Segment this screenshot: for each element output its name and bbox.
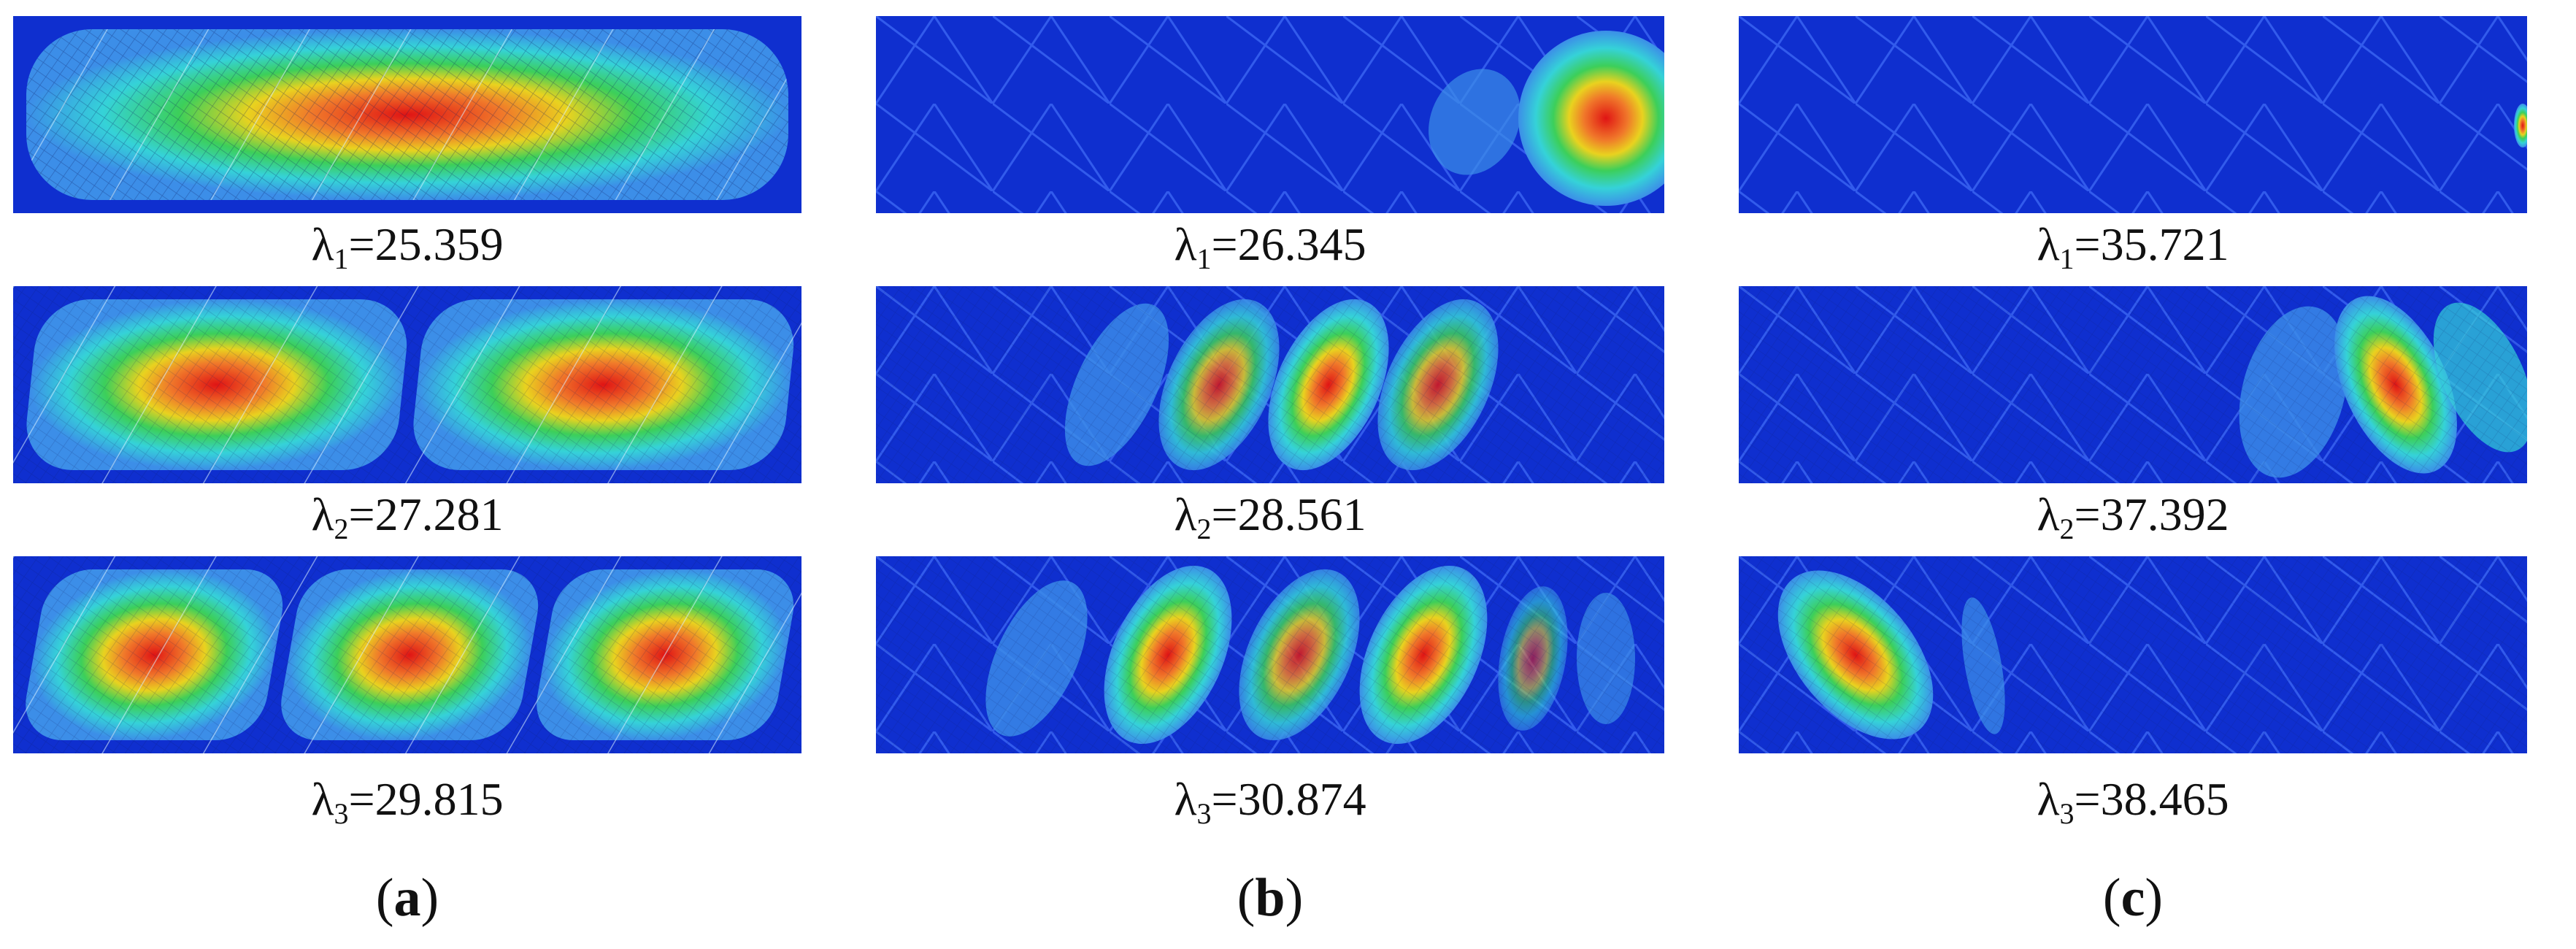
mode-panel-a1 — [13, 16, 801, 213]
mode-panel-c2 — [1739, 286, 2527, 483]
eigenvalue-label-b3: λ3=30.874 — [1174, 773, 1366, 830]
eigenvalue-label-c3: λ3=38.465 — [2037, 773, 2229, 830]
eigenvalue-label-a2: λ2=27.281 — [311, 488, 504, 545]
column-label-b: (b) — [1237, 868, 1304, 928]
mode-panel-a3 — [13, 556, 801, 753]
mode-panel-b3 — [876, 556, 1664, 753]
column-label-c: (c) — [2102, 868, 2164, 928]
mode-panel-c1 — [1739, 16, 2527, 213]
mode-panel-b2 — [876, 286, 1664, 483]
column-label-a: (a) — [375, 868, 439, 928]
mode-panel-b1 — [876, 16, 1664, 213]
eigenvalue-label-a3: λ3=29.815 — [311, 773, 504, 830]
eigenvalue-label-b2: λ2=28.561 — [1174, 488, 1366, 545]
eigenvalue-label-c1: λ1=35.721 — [2037, 218, 2229, 275]
eigenvalue-label-b1: λ1=26.345 — [1174, 218, 1366, 275]
mode-panel-a2 — [13, 286, 801, 483]
mode-panel-c3 — [1739, 556, 2527, 753]
eigenvalue-label-a1: λ1=25.359 — [311, 218, 504, 275]
eigenvalue-label-c2: λ2=37.392 — [2037, 488, 2229, 545]
